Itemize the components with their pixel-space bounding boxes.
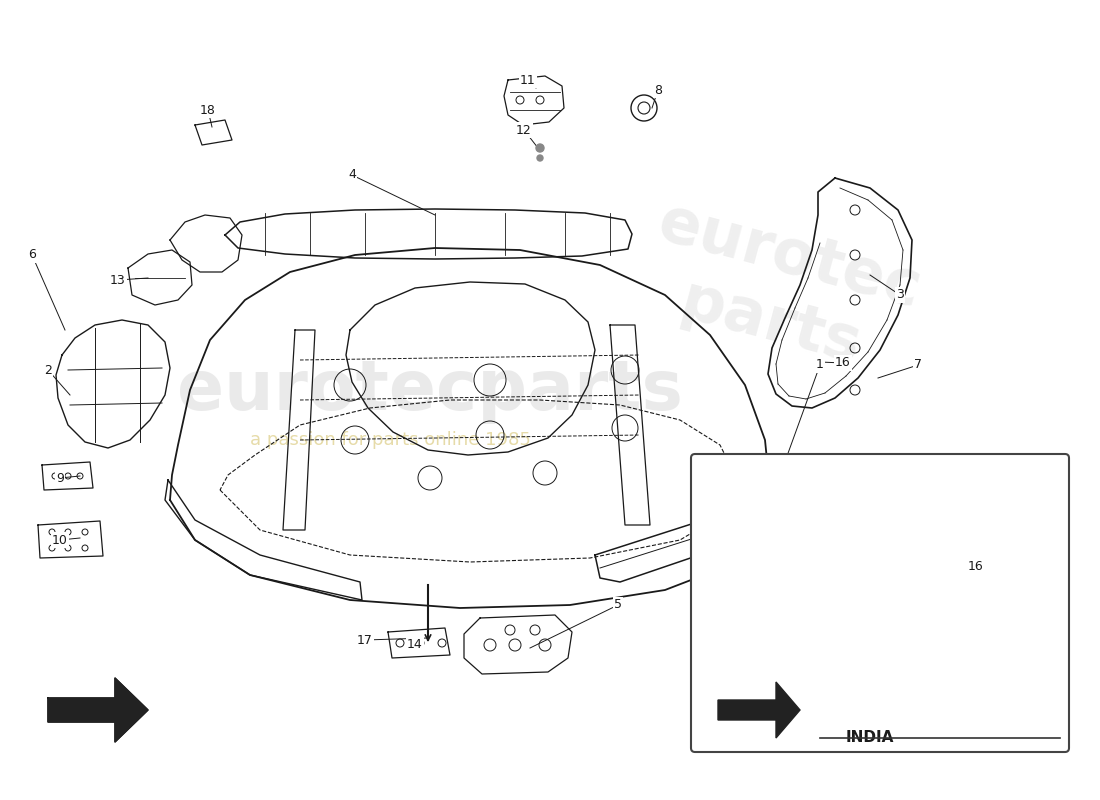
- Text: 6: 6: [29, 249, 36, 262]
- Circle shape: [536, 144, 544, 152]
- Text: 18: 18: [200, 103, 216, 117]
- Polygon shape: [718, 682, 800, 738]
- Circle shape: [935, 498, 945, 508]
- Text: 11: 11: [520, 74, 536, 86]
- Text: 3: 3: [896, 289, 904, 302]
- Text: 14: 14: [407, 638, 422, 651]
- Text: INDIA: INDIA: [846, 730, 894, 746]
- Text: 13: 13: [110, 274, 125, 286]
- Text: 9: 9: [56, 471, 64, 485]
- Text: 17: 17: [358, 634, 373, 646]
- FancyBboxPatch shape: [691, 454, 1069, 752]
- Text: 12: 12: [516, 123, 532, 137]
- Text: 16: 16: [968, 559, 983, 573]
- Text: 2: 2: [44, 363, 52, 377]
- Circle shape: [537, 155, 543, 161]
- Text: 4: 4: [348, 169, 356, 182]
- Circle shape: [816, 358, 824, 366]
- Text: 7: 7: [914, 358, 922, 371]
- Text: 8: 8: [654, 83, 662, 97]
- Text: 1: 1: [816, 358, 824, 371]
- Text: 10: 10: [52, 534, 68, 546]
- Text: eurotec
parts: eurotec parts: [632, 193, 927, 387]
- Text: 16: 16: [835, 357, 851, 370]
- Text: eurotecparts: eurotecparts: [177, 357, 683, 423]
- Polygon shape: [48, 678, 148, 742]
- Text: 5: 5: [614, 598, 622, 611]
- Text: a passion for parts online 1985: a passion for parts online 1985: [250, 431, 530, 449]
- Circle shape: [821, 588, 830, 598]
